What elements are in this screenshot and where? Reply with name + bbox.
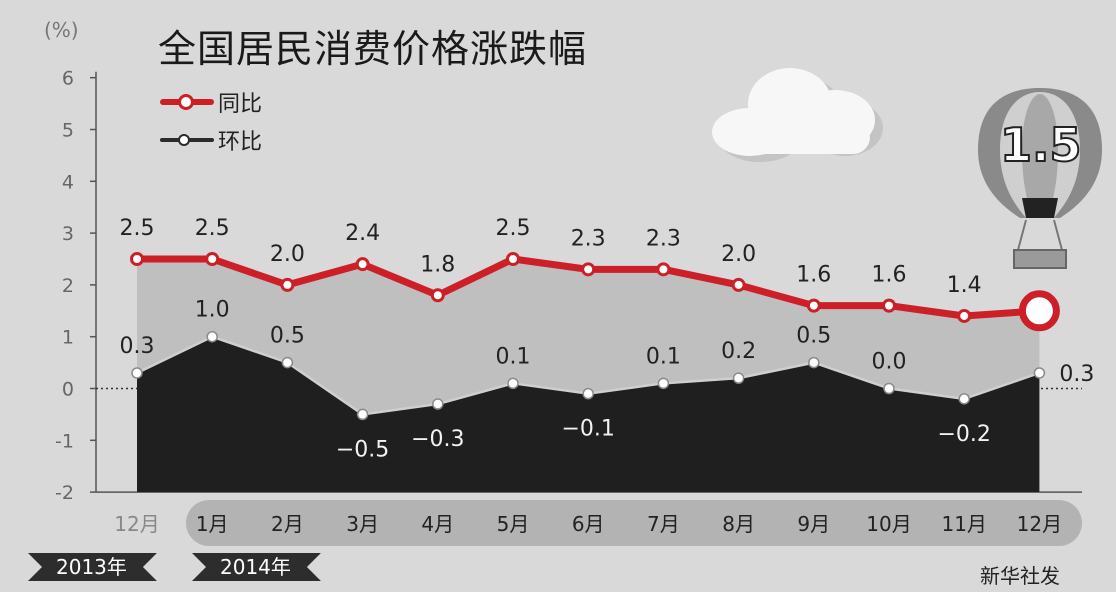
yoy-data-label: 1.8	[420, 252, 455, 277]
yoy-point	[957, 308, 972, 323]
yoy-data-label: 2.3	[646, 226, 681, 251]
yoy-point	[355, 257, 370, 272]
x-tick-label: 4月	[421, 512, 454, 536]
mom-data-label: 0.5	[796, 324, 831, 349]
y-tick-label: 0	[62, 379, 74, 401]
mom-point	[808, 356, 820, 369]
mom-data-label: 0.3	[120, 334, 155, 359]
x-tick-label: 2月	[271, 512, 304, 536]
cloud-icon	[712, 68, 883, 162]
mom-data-label: 0.1	[646, 344, 681, 369]
mom-point	[432, 398, 444, 410]
month-band-2014	[186, 500, 1082, 546]
x-tick-label: 12月	[114, 512, 159, 536]
year-tag-2014: 2014年	[192, 553, 321, 581]
yoy-point	[280, 277, 295, 292]
y-tick-label: 4	[62, 171, 74, 193]
yoy-point	[430, 288, 445, 303]
yoy-data-label: 2.0	[270, 242, 305, 267]
x-tick-label: 3月	[346, 512, 379, 536]
yoy-data-label: 2.4	[345, 221, 380, 246]
mom-data-label: −0.2	[937, 422, 990, 447]
year-tag-2013: 2013年	[28, 553, 157, 581]
yoy-data-label: 2.3	[571, 226, 606, 251]
x-tick-label: 9月	[797, 512, 830, 536]
x-tick-label: 6月	[572, 512, 605, 536]
hot-air-balloon-icon	[978, 88, 1102, 269]
mom-point	[1033, 367, 1046, 379]
yoy-data-label: 1.6	[872, 263, 907, 288]
y-tick-label: 6	[62, 68, 74, 90]
yoy-point	[506, 252, 520, 266]
yoy-point	[656, 262, 671, 277]
chart-title: 全国居民消费价格涨跌幅	[158, 27, 588, 71]
yoy-point	[130, 252, 144, 266]
yoy-data-label: 1.6	[796, 263, 831, 288]
x-tick-label: 12月	[1017, 512, 1062, 536]
yoy-data-label: 2.5	[496, 216, 531, 241]
mom-data-label: 0.5	[270, 324, 305, 349]
mom-area	[137, 336, 1040, 493]
y-tick-label: -2	[55, 482, 74, 504]
legend-item-yoy: 同比	[160, 86, 262, 118]
legend-line-mom	[160, 133, 214, 147]
x-tick-label: 10月	[866, 512, 911, 536]
legend-line-yoy	[160, 94, 214, 110]
x-tick-label: 8月	[722, 512, 755, 536]
mom-data-label: 0.0	[872, 350, 907, 375]
legend-item-mom: 环比	[160, 124, 262, 156]
yoy-point	[205, 252, 220, 266]
mom-point	[131, 367, 143, 379]
mom-point	[582, 387, 594, 400]
mom-data-label: −0.1	[561, 417, 614, 442]
yoy-point	[1018, 290, 1060, 332]
mom-point	[883, 382, 895, 395]
mom-data-label: 0.1	[496, 344, 531, 369]
mom-data-label: −0.3	[411, 427, 464, 452]
legend-label-mom: 环比	[218, 130, 263, 155]
yoy-data-label: 1.4	[947, 273, 982, 298]
balloon-label: 1.5	[999, 117, 1083, 173]
yoy-point	[731, 277, 746, 292]
y-tick-label: 1	[62, 327, 74, 349]
mom-data-label: −0.5	[336, 437, 389, 462]
yoy-data-label: 2.5	[120, 216, 155, 241]
y-tick-label: 3	[62, 223, 74, 245]
x-tick-label: 5月	[497, 512, 530, 536]
yoy-point	[806, 298, 821, 313]
mom-point	[206, 330, 218, 343]
x-tick-label: 1月	[196, 512, 229, 536]
y-tick-label: -1	[55, 430, 74, 452]
x-tick-label: 7月	[647, 512, 680, 536]
mom-point	[657, 377, 670, 390]
mom-data-label: 0.2	[721, 339, 756, 364]
x-tick-label: 11月	[941, 512, 986, 536]
yoy-data-label: 2.5	[195, 216, 230, 241]
source-credit: 新华社发	[980, 564, 1060, 588]
yoy-point	[882, 298, 896, 313]
y-axis-unit: (%)	[44, 18, 79, 42]
mom-point	[356, 408, 369, 421]
mom-point	[281, 356, 294, 369]
mom-point	[732, 372, 745, 384]
mom-point	[958, 393, 970, 405]
mom-data-label: 0.3	[1059, 362, 1094, 387]
y-tick-label: 5	[62, 120, 74, 142]
y-tick-label: 2	[62, 275, 74, 297]
mom-data-label: 1.0	[195, 298, 230, 323]
legend-label-yoy: 同比	[218, 92, 263, 117]
yoy-point	[581, 262, 596, 277]
mom-point	[507, 377, 519, 390]
yoy-data-label: 2.0	[721, 242, 756, 267]
